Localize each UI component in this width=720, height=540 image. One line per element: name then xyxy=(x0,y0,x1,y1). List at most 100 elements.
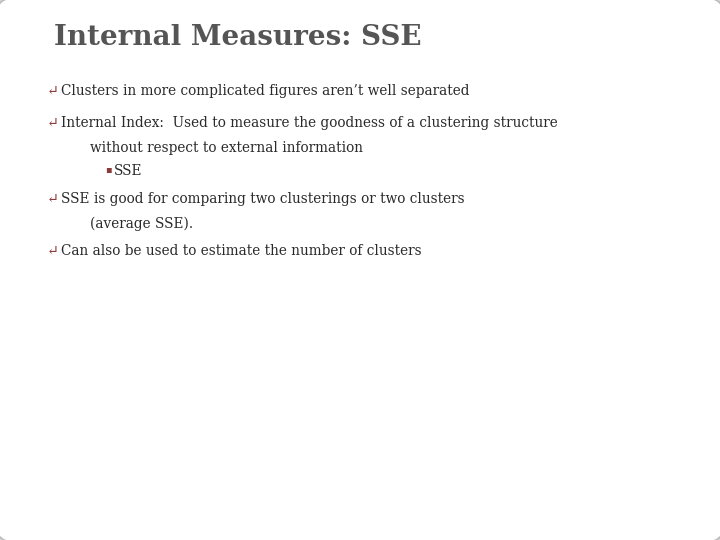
Point xyxy=(256,430,267,439)
Point xyxy=(132,388,144,396)
Point xyxy=(312,388,324,396)
Point xyxy=(181,427,193,436)
Text: Clusters in more complicated figures aren’t well separated: Clusters in more complicated figures are… xyxy=(61,84,469,98)
Point xyxy=(196,383,207,391)
Point xyxy=(195,384,207,393)
Point xyxy=(127,426,138,435)
Point xyxy=(250,394,261,402)
Point xyxy=(132,385,144,394)
Point xyxy=(251,423,263,432)
Point xyxy=(121,423,132,431)
Point xyxy=(138,415,150,424)
Point xyxy=(133,384,145,393)
Point xyxy=(76,420,88,428)
Point xyxy=(254,390,266,399)
Point xyxy=(264,422,276,431)
Point xyxy=(204,380,216,388)
Text: ↵: ↵ xyxy=(47,192,59,206)
Point xyxy=(193,423,204,432)
Point xyxy=(142,423,153,432)
Point xyxy=(78,428,90,437)
Point xyxy=(251,429,263,438)
Text: without respect to external information: without respect to external information xyxy=(90,141,363,156)
Point xyxy=(188,427,199,436)
Text: Internal Index:  Used to measure the goodness of a clustering structure: Internal Index: Used to measure the good… xyxy=(61,116,558,130)
Point xyxy=(312,380,323,389)
Point xyxy=(137,383,148,392)
Point xyxy=(312,436,324,445)
Point xyxy=(189,420,201,429)
Point xyxy=(299,427,310,435)
Text: ↵: ↵ xyxy=(47,116,59,130)
Point xyxy=(294,385,306,394)
Point xyxy=(188,388,199,397)
Point xyxy=(251,425,263,434)
Point xyxy=(76,382,87,390)
Point xyxy=(300,384,311,393)
Point xyxy=(77,425,89,434)
Point xyxy=(247,422,258,431)
Point xyxy=(202,430,214,438)
Point xyxy=(79,392,91,401)
Point xyxy=(199,385,211,394)
Point xyxy=(246,386,257,394)
Point xyxy=(184,393,196,401)
Point xyxy=(74,387,86,396)
Point xyxy=(187,393,199,402)
Point xyxy=(148,429,160,438)
Point xyxy=(123,426,135,434)
Point xyxy=(71,388,82,396)
Point xyxy=(132,386,144,394)
Point xyxy=(194,381,205,390)
Point xyxy=(186,391,198,400)
Point xyxy=(304,420,315,428)
Point xyxy=(302,387,314,395)
Point xyxy=(307,418,319,427)
Point xyxy=(134,393,145,401)
Point xyxy=(74,434,86,442)
Point xyxy=(76,384,88,393)
Point xyxy=(307,431,319,440)
Point xyxy=(65,384,76,393)
Point xyxy=(75,432,86,441)
Point xyxy=(305,440,316,448)
Point xyxy=(145,428,156,437)
Point xyxy=(310,386,321,394)
Point xyxy=(194,387,205,396)
Point xyxy=(303,392,315,400)
Text: ↵: ↵ xyxy=(47,244,59,258)
Point xyxy=(304,384,315,393)
Point xyxy=(72,423,84,431)
Point xyxy=(125,394,137,403)
Point xyxy=(91,422,102,430)
Point xyxy=(312,431,323,440)
Point xyxy=(126,418,138,427)
Point xyxy=(133,421,145,429)
Point xyxy=(72,421,84,429)
Point xyxy=(86,381,98,389)
Point xyxy=(78,387,89,396)
Point xyxy=(186,422,198,430)
Point xyxy=(194,394,206,403)
Point xyxy=(117,386,129,395)
Point xyxy=(72,427,84,436)
Point xyxy=(186,423,198,431)
Point xyxy=(312,390,324,399)
Point xyxy=(253,388,265,396)
Point xyxy=(130,381,141,390)
Point xyxy=(140,391,152,400)
Point xyxy=(311,388,323,397)
Point xyxy=(131,424,143,433)
Point xyxy=(74,390,86,399)
Point xyxy=(197,382,209,391)
Point xyxy=(194,382,205,390)
Text: (average SSE).: (average SSE). xyxy=(90,217,193,232)
Point xyxy=(192,422,204,430)
Point xyxy=(313,390,325,399)
Point xyxy=(183,427,194,436)
Point xyxy=(255,416,266,425)
Point xyxy=(250,415,261,423)
Point xyxy=(307,422,318,430)
Point xyxy=(324,422,336,431)
Point xyxy=(135,374,147,382)
